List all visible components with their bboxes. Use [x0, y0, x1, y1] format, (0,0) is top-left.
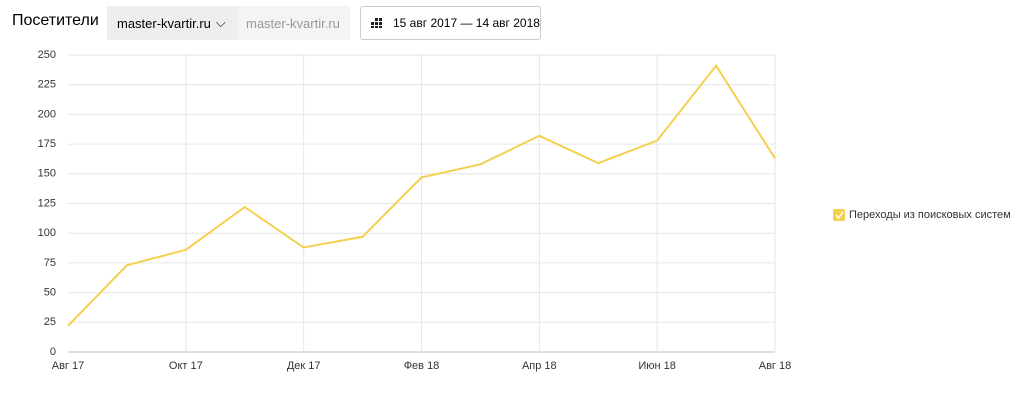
y-tick-label: 225 [38, 79, 56, 91]
x-tick-label: Июн 18 [638, 360, 676, 372]
x-tick-label: Дек 17 [287, 360, 321, 372]
y-tick-label: 200 [38, 108, 56, 120]
legend-checkbox [833, 209, 845, 221]
series-line [67, 63, 776, 327]
site-selector[interactable]: master-kvartir.ru ⌵ [107, 6, 238, 40]
y-tick-label: 150 [38, 168, 56, 180]
y-tick-label: 125 [38, 197, 56, 209]
x-tick-label: Авг 18 [759, 360, 791, 372]
y-tick-label: 25 [44, 316, 56, 328]
site-secondary[interactable]: master-kvartir.ru [238, 6, 350, 40]
y-tick-label: 0 [50, 346, 56, 358]
page-title: Посетители [12, 12, 99, 29]
date-range-label: 15 авг 2017 — 14 авг 2018 [393, 16, 540, 30]
x-tick-label: Авг 17 [52, 360, 84, 372]
x-tick-label: Окт 17 [169, 360, 203, 372]
legend-label: Переходы из поисковых систем [849, 209, 1011, 221]
x-tick-label: Фев 18 [404, 360, 440, 372]
y-tick-label: 75 [44, 257, 56, 269]
date-range-button[interactable]: 15 авг 2017 — 14 авг 2018 [360, 6, 541, 40]
y-tick-label: 100 [38, 227, 56, 239]
y-tick-label: 50 [44, 287, 56, 299]
x-tick-label: Апр 18 [522, 360, 557, 372]
y-tick-label: 175 [38, 138, 56, 150]
y-tick-label: 250 [38, 49, 56, 61]
calendar-icon [371, 18, 382, 28]
site-selector-label: master-kvartir.ru [117, 15, 211, 31]
legend-check [835, 211, 844, 220]
dropdown-arrow: ⌵ [215, 15, 226, 30]
